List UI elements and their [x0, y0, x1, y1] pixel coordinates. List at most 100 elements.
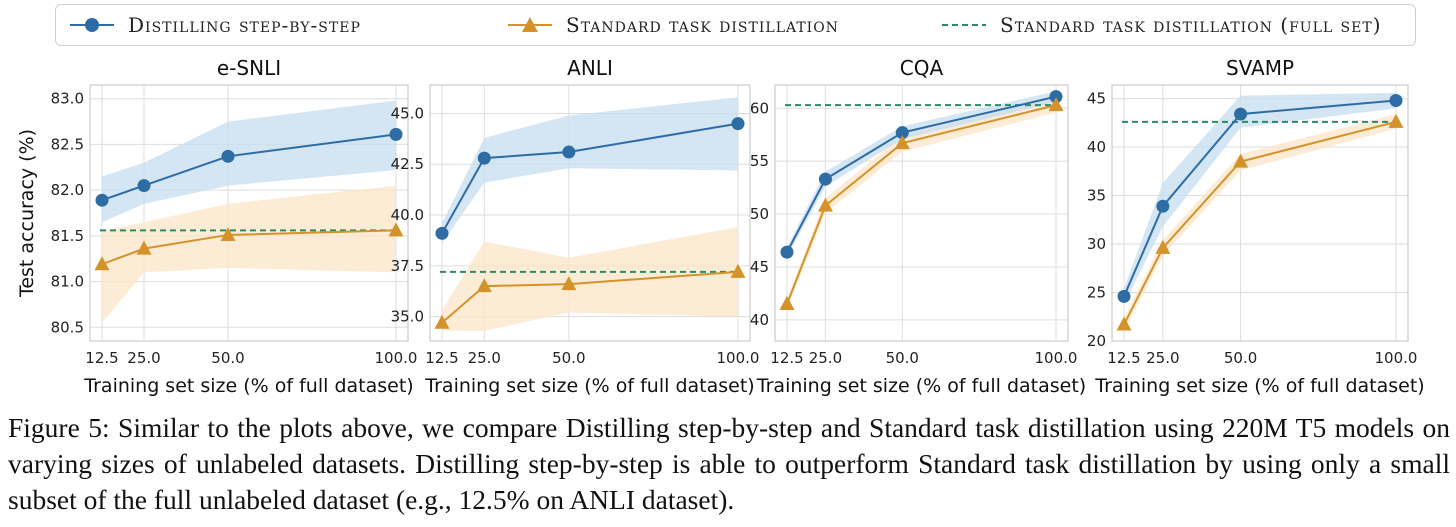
y-tick-label: 42.5 — [391, 155, 424, 173]
figure-caption: Figure 5: Similar to the plots above, we… — [8, 412, 1450, 515]
chart-panel-e-snli: 80.5 81.0 81.5 82.0 82.5 83.0 12.5 25.0 50.0 100.… — [51, 56, 418, 397]
std-point — [94, 256, 110, 271]
y-tick-label: 83.0 — [51, 90, 84, 108]
x-tick-label: 25.0 — [1146, 349, 1179, 367]
dss-point — [1049, 90, 1063, 104]
dss-confidence-band — [1124, 92, 1396, 305]
dss-point — [1389, 94, 1403, 108]
x-tick-label: 12.5 — [770, 349, 803, 367]
x-tick-label: 50.0 — [886, 349, 919, 367]
std-point — [434, 314, 450, 329]
dss-confidence-band — [787, 91, 1056, 257]
std-point — [730, 263, 746, 278]
x-axis-label: Training set size (% of full dataset) — [424, 375, 754, 397]
y-tick-label: 60 — [750, 99, 769, 117]
plot-frame — [89, 84, 409, 342]
y-tick-label: 45 — [750, 258, 769, 276]
dss-line — [101, 133, 397, 202]
chart-panel-svamp: 20 25 30 35 40 45 12.5 25.0 50.0 100.0 SVAMP Traini… — [1087, 56, 1425, 397]
dss-point — [895, 126, 909, 140]
std-point — [817, 197, 833, 212]
dss-point — [389, 127, 403, 141]
std-point — [561, 276, 577, 291]
x-tick-label: 12.5 — [85, 349, 118, 367]
chart-title: CQA — [900, 56, 944, 80]
y-tick-label: 40 — [750, 311, 769, 329]
plot-frame — [1111, 84, 1409, 342]
legend-full-label: Standard task distillation (full set) — [1000, 13, 1382, 37]
std-confidence-band — [102, 185, 396, 323]
dss-point — [1117, 289, 1131, 303]
std-line — [1123, 120, 1397, 325]
dss-point — [562, 145, 576, 159]
legend-dss-label: Distilling step-by-step — [128, 13, 361, 37]
x-tick-label: 50.0 — [1224, 349, 1257, 367]
chart-title: ANLI — [567, 56, 613, 80]
dss-point — [818, 172, 832, 186]
plot-frame — [774, 84, 1069, 342]
std-point — [1233, 153, 1249, 168]
std-point — [476, 278, 492, 293]
std-confidence-band — [442, 227, 738, 331]
x-tick-label: 50.0 — [211, 349, 244, 367]
legend-std-marker — [508, 17, 552, 32]
std-line — [441, 270, 739, 324]
x-axis-label: Training set size (% of full dataset) — [756, 375, 1086, 397]
std-point — [779, 295, 795, 310]
legend-item-std: Standard task distillation — [508, 5, 839, 45]
x-tick-label: 100.0 — [375, 349, 418, 367]
std-line — [101, 229, 397, 266]
x-axis-label: Training set size (% of full dataset) — [83, 375, 413, 397]
y-axis-label: Test accuracy (%) — [16, 129, 38, 298]
dss-point — [1156, 199, 1170, 213]
y-tick-label: 35.0 — [391, 308, 424, 326]
y-tick-label: 30 — [1087, 235, 1106, 253]
std-point — [388, 222, 404, 237]
y-tick-label: 35 — [1087, 187, 1106, 205]
std-point — [1116, 316, 1132, 331]
y-tick-label: 55 — [750, 152, 769, 170]
dss-point — [435, 226, 449, 240]
chart-title: SVAMP — [1226, 56, 1294, 80]
std-point — [1155, 239, 1171, 254]
dss-line — [786, 95, 1057, 253]
y-tick-label: 82.5 — [51, 135, 84, 153]
dss-confidence-band — [442, 97, 738, 244]
chart-panel-anli: 35.0 37.5 40.0 42.5 45.0 12.5 25.0 50.0 100.0 ANL… — [391, 56, 760, 397]
y-tick-label: 82.0 — [51, 181, 84, 199]
dss-line — [441, 122, 739, 234]
dss-point — [95, 193, 109, 207]
dss-point — [731, 117, 745, 131]
y-tick-label: 20 — [1087, 332, 1106, 350]
y-tick-label: 45 — [1087, 90, 1106, 108]
y-tick-label: 37.5 — [391, 257, 424, 275]
y-tick-label: 40 — [1087, 138, 1106, 156]
dss-line — [1123, 99, 1397, 297]
legend-item-dss: Distilling step-by-step — [70, 5, 361, 45]
x-tick-label: 25.0 — [468, 349, 501, 367]
dss-point — [780, 245, 794, 259]
std-point — [136, 240, 152, 255]
std-line — [786, 104, 1057, 305]
dss-point — [477, 151, 491, 165]
std-point — [894, 135, 910, 150]
dss-point — [1234, 107, 1248, 121]
y-tick-label: 81.5 — [51, 227, 84, 245]
legend-full-marker — [942, 24, 986, 26]
x-tick-label: 100.0 — [1375, 349, 1418, 367]
legend-item-full: Standard task distillation (full set) — [942, 5, 1382, 45]
x-tick-label: 100.0 — [717, 349, 760, 367]
std-point — [220, 226, 236, 241]
y-tick-label: 50 — [750, 205, 769, 223]
std-point — [1048, 97, 1064, 112]
y-tick-label: 40.0 — [391, 206, 424, 224]
x-tick-label: 12.5 — [1107, 349, 1140, 367]
chart-title: e-SNLI — [217, 56, 281, 80]
dss-confidence-band — [102, 100, 396, 223]
x-tick-label: 12.5 — [425, 349, 458, 367]
legend-dss-marker — [70, 18, 114, 32]
legend: Distilling step-by-step Standard task di… — [55, 4, 1416, 46]
dss-point — [137, 179, 151, 193]
x-axis-label: Training set size (% of full dataset) — [1094, 375, 1424, 397]
